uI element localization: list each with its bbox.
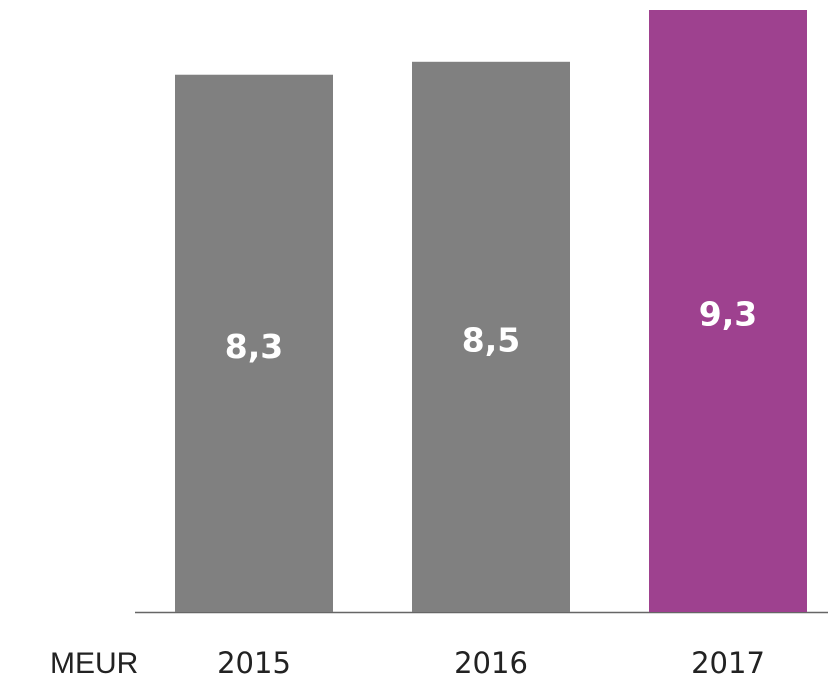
bar xyxy=(412,61,570,612)
bar xyxy=(175,74,333,612)
value-label: 9,3 xyxy=(699,295,757,334)
x-tick-label: 2016 xyxy=(454,646,528,680)
x-tick-label: 2017 xyxy=(691,646,765,680)
x-tick-label: 2015 xyxy=(217,646,291,680)
value-label: 8,3 xyxy=(225,327,283,366)
value-label: 8,5 xyxy=(462,320,520,359)
bar xyxy=(649,10,807,612)
unit-label: MEUR xyxy=(50,647,138,680)
